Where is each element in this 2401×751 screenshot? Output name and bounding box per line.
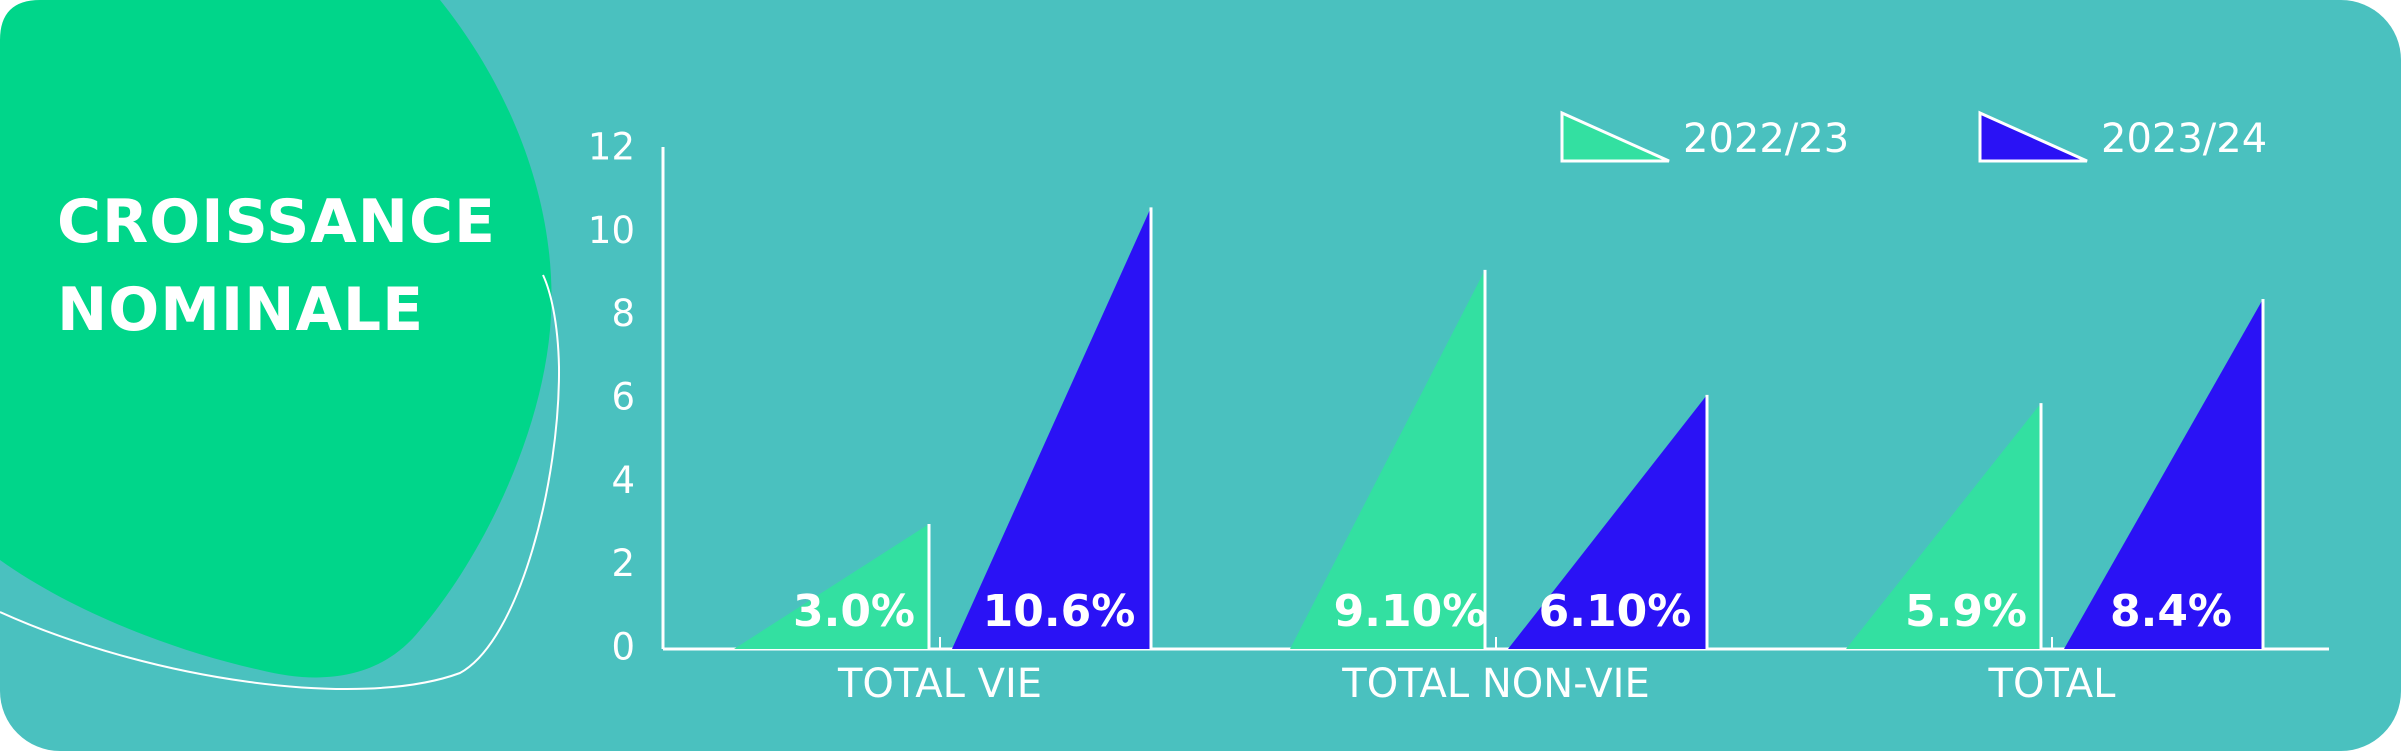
value-label: 8.4% [2110, 586, 2232, 637]
legend-label: 2022/23 [1683, 116, 1849, 162]
bar [2064, 299, 2263, 649]
bar [1290, 269, 1485, 649]
bar [952, 207, 1151, 650]
value-label: 5.9% [1905, 586, 2027, 637]
legend-swatch [1978, 110, 2088, 163]
y-tick-label: 2 [611, 542, 635, 585]
y-tick-label: 4 [611, 459, 635, 502]
chart-title: CROISSANCE NOMINALE [57, 187, 496, 345]
y-tick-label: 8 [611, 292, 635, 335]
y-tick-label: 10 [588, 209, 635, 252]
bar [1846, 403, 2041, 649]
legend-swatch [1560, 110, 1670, 163]
bar [1508, 394, 1707, 649]
y-tick-label: 12 [588, 126, 635, 169]
bar [734, 524, 929, 649]
value-label: 6.10% [1539, 586, 1692, 637]
outline-curve [0, 274, 561, 690]
x-tick-label: TOTAL NON-VIE [1341, 661, 1649, 707]
value-label: 3.0% [793, 586, 915, 637]
y-tick-label: 0 [611, 626, 635, 669]
x-tick-label: TOTAL [1988, 661, 2117, 707]
x-tick-label: TOTAL VIE [837, 661, 1042, 707]
value-label: 10.6% [983, 586, 1136, 637]
value-label: 9.10% [1334, 586, 1487, 637]
blob [0, 0, 552, 678]
y-tick-label: 6 [611, 376, 635, 419]
legend-label: 2023/24 [2101, 116, 2267, 162]
